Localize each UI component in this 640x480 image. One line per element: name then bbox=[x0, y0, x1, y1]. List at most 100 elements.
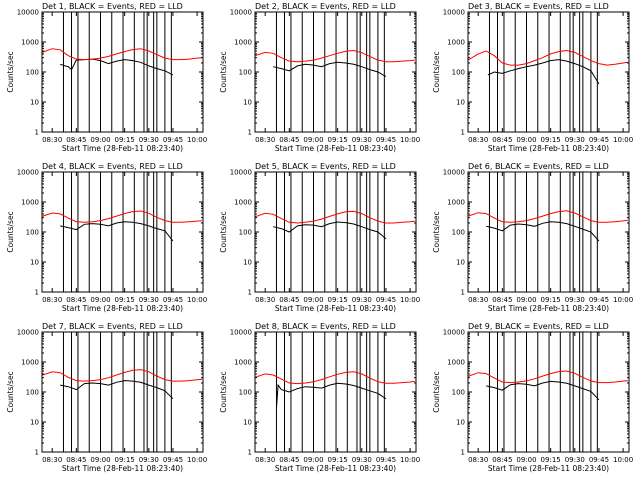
plot-frame bbox=[41, 331, 204, 453]
chart-title: Det 1, BLACK = Events, RED = LLD bbox=[42, 2, 183, 11]
x-axis-label: Start Time (28-Feb-11 08:23:40) bbox=[275, 144, 396, 153]
x-tick-label: 09:15 bbox=[541, 456, 561, 464]
y-tick-label: 100 bbox=[239, 389, 252, 397]
chart-panel: Det 4, BLACK = Events, RED = LLD 1 10 100 10… bbox=[6, 162, 207, 313]
x-tick-label: 09:45 bbox=[163, 456, 183, 464]
chart-panel: Det 3, BLACK = Events, RED = LLD 1 10 100 10… bbox=[432, 2, 633, 153]
y-tick-label: 10000 bbox=[230, 9, 252, 17]
y-tick-label: 1000 bbox=[447, 199, 465, 207]
chart-title: Det 9, BLACK = Events, RED = LLD bbox=[468, 322, 609, 331]
x-tick-label: 08:45 bbox=[66, 456, 86, 464]
x-axis-label: Start Time (28-Feb-11 08:23:40) bbox=[62, 144, 183, 153]
x-tick-label: 08:45 bbox=[66, 136, 86, 144]
y-tick-label: 100 bbox=[26, 69, 39, 77]
lld-series-line bbox=[41, 369, 202, 382]
x-tick-label: 09:45 bbox=[376, 136, 396, 144]
x-tick-label: 09:00 bbox=[516, 456, 536, 464]
x-tick-label: 09:00 bbox=[516, 296, 536, 304]
y-tick-label: 10 bbox=[243, 419, 252, 427]
x-tick-label: 08:45 bbox=[492, 456, 512, 464]
x-axis-label: Start Time (28-Feb-11 08:23:40) bbox=[488, 464, 609, 473]
x-tick-label: 08:30 bbox=[42, 296, 62, 304]
x-tick-label: 08:30 bbox=[468, 296, 488, 304]
y-tick-label: 10 bbox=[456, 99, 465, 107]
plot-frame bbox=[254, 331, 417, 453]
x-axis-label: Start Time (28-Feb-11 08:23:40) bbox=[62, 464, 183, 473]
y-tick-label: 10 bbox=[243, 259, 252, 267]
y-tick-label: 1 bbox=[35, 129, 39, 137]
x-tick-label: 08:30 bbox=[255, 136, 275, 144]
x-tick-label: 09:15 bbox=[115, 136, 135, 144]
x-tick-label: 09:30 bbox=[139, 296, 159, 304]
y-tick-label: 1000 bbox=[21, 359, 39, 367]
x-tick-label: 08:45 bbox=[279, 136, 299, 144]
y-tick-label: 1000 bbox=[21, 39, 39, 47]
y-tick-label: 100 bbox=[452, 69, 465, 77]
x-tick-label: 10:00 bbox=[187, 136, 207, 144]
plot-frame bbox=[41, 11, 204, 133]
events-series-line bbox=[273, 221, 387, 240]
events-series-line bbox=[60, 58, 174, 76]
x-tick-label: 09:00 bbox=[90, 296, 110, 304]
x-axis-label: Start Time (28-Feb-11 08:23:40) bbox=[62, 304, 183, 313]
x-tick-label: 09:45 bbox=[163, 136, 183, 144]
x-tick-label: 08:30 bbox=[255, 296, 275, 304]
chart-title: Det 2, BLACK = Events, RED = LLD bbox=[255, 2, 396, 11]
x-tick-label: 08:45 bbox=[279, 296, 299, 304]
x-tick-label: 09:30 bbox=[565, 296, 585, 304]
events-series-line bbox=[273, 61, 387, 78]
plot-frame bbox=[254, 171, 417, 293]
x-tick-label: 10:00 bbox=[400, 136, 420, 144]
x-tick-label: 09:45 bbox=[589, 456, 609, 464]
plot-frame bbox=[467, 331, 630, 453]
y-tick-label: 1 bbox=[35, 289, 39, 297]
x-tick-label: 10:00 bbox=[187, 456, 207, 464]
x-tick-label: 09:45 bbox=[376, 296, 396, 304]
y-tick-label: 10000 bbox=[17, 169, 39, 177]
y-tick-label: 1000 bbox=[21, 199, 39, 207]
lld-series-line bbox=[41, 48, 202, 61]
y-axis-label: Counts/sec bbox=[219, 371, 228, 412]
y-tick-label: 100 bbox=[452, 389, 465, 397]
chart-title: Det 8, BLACK = Events, RED = LLD bbox=[255, 322, 396, 331]
y-axis-label: Counts/sec bbox=[6, 51, 15, 92]
x-tick-label: 08:30 bbox=[255, 456, 275, 464]
chart-panel: Det 5, BLACK = Events, RED = LLD 1 10 100 10… bbox=[219, 162, 420, 313]
y-tick-label: 10000 bbox=[443, 169, 465, 177]
x-tick-label: 09:30 bbox=[139, 456, 159, 464]
chart-panel: Det 6, BLACK = Events, RED = LLD 1 10 100 10… bbox=[432, 162, 633, 313]
x-tick-label: 09:00 bbox=[303, 136, 323, 144]
y-tick-label: 100 bbox=[239, 229, 252, 237]
y-tick-label: 10000 bbox=[230, 329, 252, 337]
events-series-line bbox=[276, 382, 387, 408]
x-tick-label: 10:00 bbox=[613, 296, 633, 304]
x-tick-label: 09:15 bbox=[115, 296, 135, 304]
y-tick-label: 1 bbox=[35, 449, 39, 457]
x-tick-label: 09:15 bbox=[541, 136, 561, 144]
x-tick-label: 08:30 bbox=[468, 136, 488, 144]
events-series-line bbox=[487, 59, 600, 85]
x-tick-label: 09:30 bbox=[565, 456, 585, 464]
y-tick-label: 10 bbox=[30, 419, 39, 427]
x-tick-label: 09:45 bbox=[163, 296, 183, 304]
lld-series-line bbox=[254, 371, 415, 385]
y-tick-label: 10 bbox=[456, 259, 465, 267]
y-tick-label: 100 bbox=[26, 389, 39, 397]
y-tick-label: 1000 bbox=[234, 199, 252, 207]
chart-title: Det 3, BLACK = Events, RED = LLD bbox=[468, 2, 609, 11]
x-tick-label: 09:45 bbox=[589, 296, 609, 304]
events-series-line bbox=[486, 221, 600, 242]
y-tick-label: 10000 bbox=[443, 329, 465, 337]
x-tick-label: 08:45 bbox=[492, 296, 512, 304]
x-tick-label: 09:30 bbox=[139, 136, 159, 144]
x-tick-label: 09:00 bbox=[303, 296, 323, 304]
x-tick-label: 09:30 bbox=[352, 296, 372, 304]
events-series-line bbox=[60, 221, 174, 242]
y-tick-label: 10 bbox=[456, 419, 465, 427]
x-tick-label: 08:45 bbox=[279, 456, 299, 464]
lld-series-line bbox=[467, 210, 628, 223]
chart-panel: Det 2, BLACK = Events, RED = LLD 1 10 100 10… bbox=[219, 2, 420, 153]
y-tick-label: 1 bbox=[461, 289, 465, 297]
x-tick-label: 09:15 bbox=[541, 296, 561, 304]
